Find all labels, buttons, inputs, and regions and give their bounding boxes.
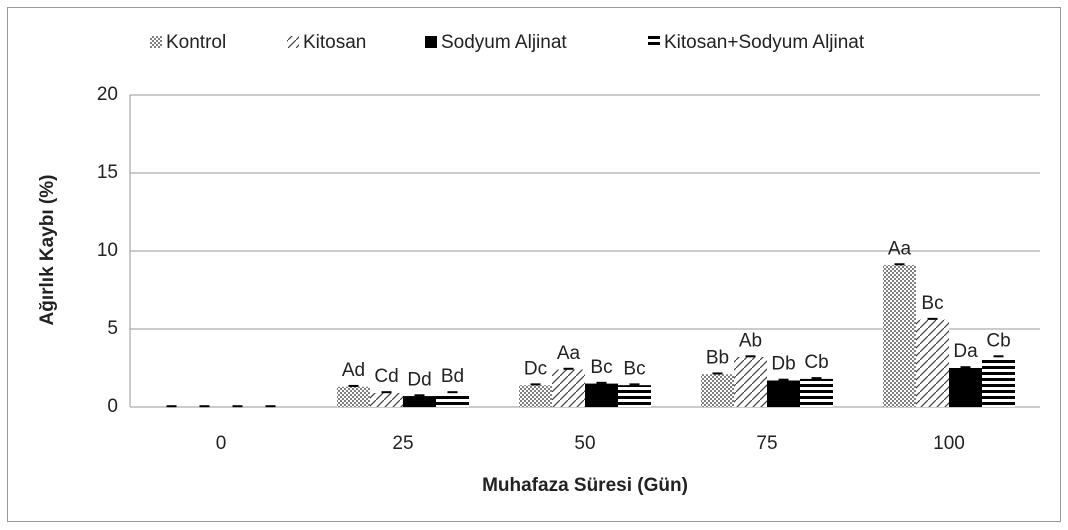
data-label: Aa	[888, 238, 912, 259]
chart-border	[7, 7, 1061, 522]
bar	[982, 357, 1015, 407]
data-label: Da	[953, 341, 978, 362]
data-label: Bc	[590, 357, 612, 378]
bar	[436, 392, 469, 407]
legend-label: Sodyum Aljinat	[441, 32, 567, 53]
legend-label: Kontrol	[166, 32, 226, 53]
bar	[403, 396, 436, 407]
data-label: Cb	[804, 352, 828, 373]
y-tick-label: 5	[107, 318, 118, 339]
data-label: Db	[771, 354, 795, 375]
bar	[949, 368, 982, 407]
data-label: Dc	[524, 358, 547, 379]
bar	[552, 369, 585, 407]
y-tick-label: 15	[97, 162, 118, 183]
legend-swatch	[425, 36, 437, 48]
data-label: Ab	[739, 330, 762, 351]
bar	[800, 378, 833, 407]
y-tick-label: 10	[97, 240, 118, 261]
y-tick-label: 20	[97, 84, 118, 105]
x-tick-label: 50	[574, 433, 595, 454]
legend-label: Kitosan+Sodyum Aljinat	[664, 32, 865, 53]
legend-label: Kitosan	[303, 32, 366, 53]
data-label: Dd	[407, 369, 431, 390]
x-tick-label: 100	[933, 433, 965, 454]
legend-swatch	[287, 36, 299, 48]
bar	[701, 374, 734, 407]
x-tick-label: 75	[756, 433, 777, 454]
x-axis-title: Muhafaza Süresi (Gün)	[482, 475, 688, 496]
data-label: Ad	[342, 360, 365, 381]
bar	[618, 385, 651, 407]
bar	[519, 385, 552, 407]
data-label: Bd	[441, 366, 464, 387]
data-label: Bb	[706, 347, 729, 368]
data-label: Bc	[623, 358, 645, 379]
bar	[767, 380, 800, 407]
data-label: Cb	[986, 330, 1010, 351]
x-tick-label: 0	[216, 433, 227, 454]
legend-swatch	[150, 36, 162, 48]
bar	[585, 383, 618, 407]
x-tick-label: 25	[392, 433, 413, 454]
y-axis-title: Ağırlık Kaybı (%)	[37, 175, 58, 326]
bar	[734, 357, 767, 407]
bar	[337, 386, 370, 407]
data-label: Aa	[557, 343, 581, 364]
y-tick-label: 0	[107, 396, 118, 417]
data-label: Cd	[374, 366, 398, 387]
legend-swatch	[648, 36, 660, 48]
bar	[916, 319, 949, 407]
bar	[370, 392, 403, 407]
bar	[883, 265, 916, 407]
data-label: Bc	[921, 293, 943, 314]
